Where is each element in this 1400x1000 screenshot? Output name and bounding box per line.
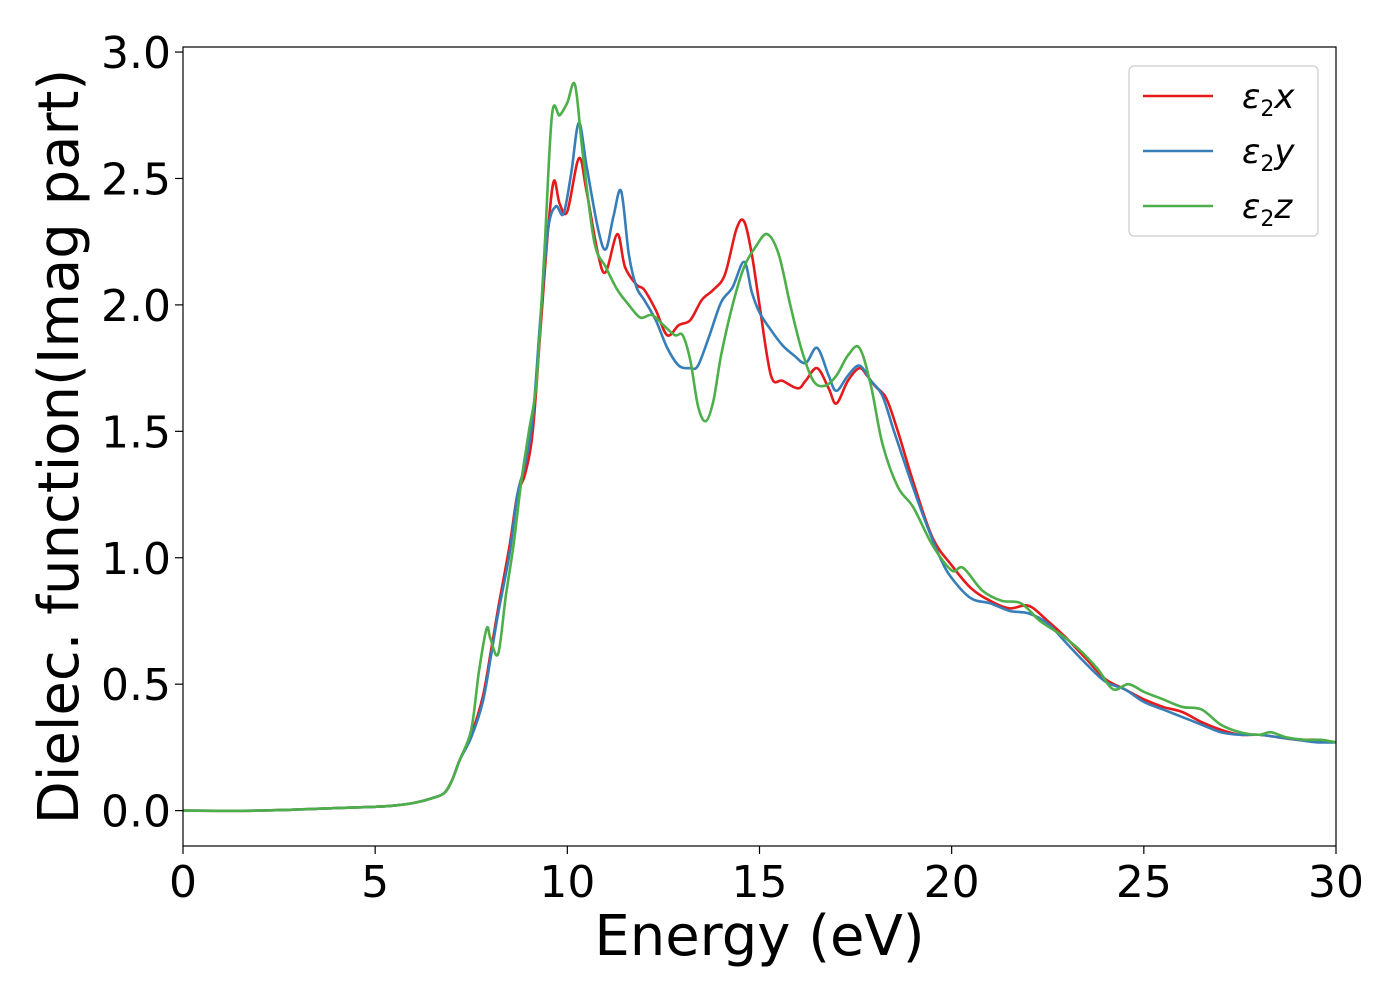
x-tick-label: 20 — [924, 857, 980, 908]
y-tick-label: 0.5 — [101, 660, 171, 711]
y-tick-label: 1.0 — [101, 534, 171, 585]
y-tick-label: 3.0 — [101, 28, 171, 79]
x-tick-label: 30 — [1308, 857, 1364, 908]
y-axis-label: Dielec. function(Imag part) — [27, 69, 92, 825]
x-tick-label: 0 — [169, 857, 197, 908]
legend-label-z: ε2z — [1242, 187, 1293, 232]
x-tick-label: 10 — [539, 857, 595, 908]
y-tick-label: 2.5 — [101, 154, 171, 205]
legend: ε2x ε2y ε2z — [1128, 65, 1319, 237]
y-tick-label: 2.0 — [101, 281, 171, 332]
series-line-y — [182, 121, 1337, 813]
x-tick-label: 15 — [732, 857, 788, 908]
legend-label-y: ε2y — [1242, 132, 1295, 177]
series-line-z — [182, 81, 1337, 813]
x-tick-label: 25 — [1116, 857, 1172, 908]
legend-box — [1128, 65, 1319, 237]
x-tick-label: 5 — [361, 857, 389, 908]
y-tick-label: 1.5 — [101, 407, 171, 458]
series-layer — [182, 81, 1337, 813]
series-line-x — [182, 156, 1337, 813]
y-tick-label: 0.0 — [101, 787, 171, 838]
y-axis: 0.0 0.5 1.0 1.5 2.0 2.5 3.0 — [101, 28, 183, 838]
legend-label-x: ε2x — [1242, 77, 1295, 122]
x-axis-label: Energy (eV) — [594, 904, 924, 969]
x-axis: 0 5 10 15 20 25 30 — [169, 846, 1364, 908]
